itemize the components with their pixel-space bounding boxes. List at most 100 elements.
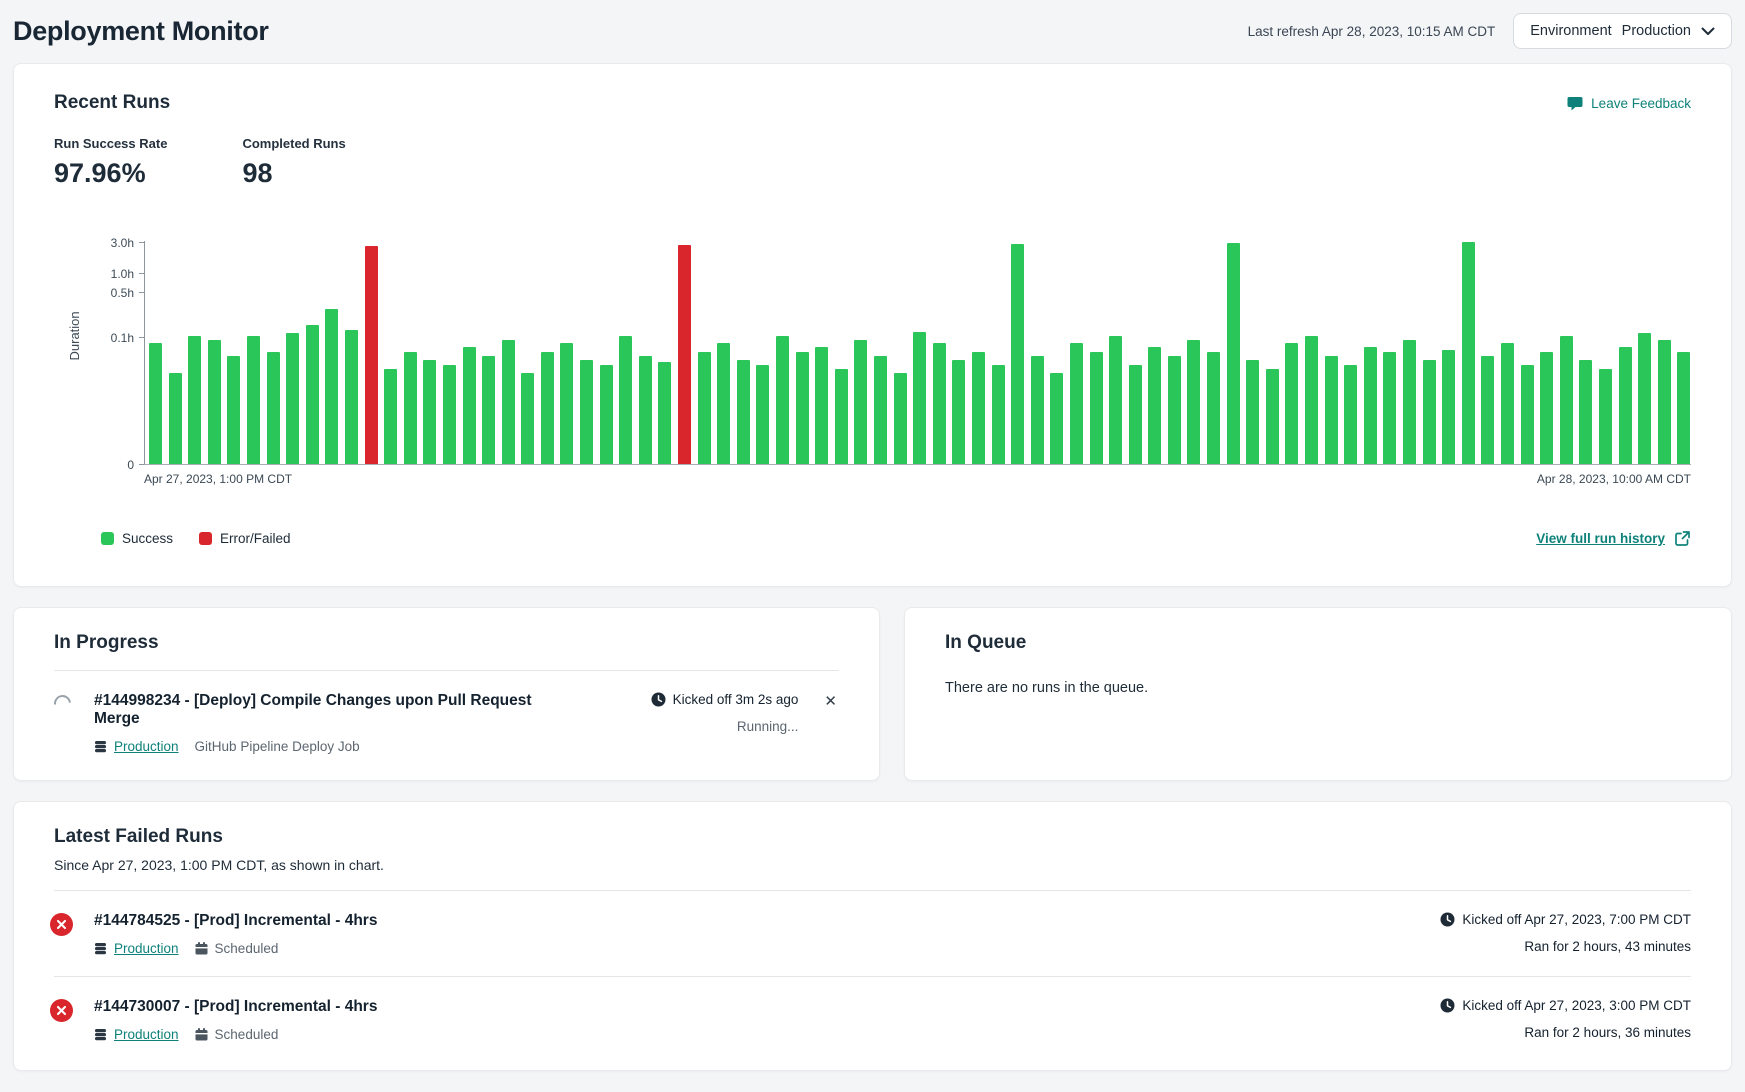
run-bar-success[interactable] xyxy=(796,352,809,464)
run-bar-success[interactable] xyxy=(717,343,730,464)
run-bar-success[interactable] xyxy=(1207,352,1220,464)
run-bar-success[interactable] xyxy=(992,365,1005,464)
run-bar-success[interactable] xyxy=(1050,373,1063,464)
run-bar-failed[interactable] xyxy=(678,245,691,464)
run-bar-success[interactable] xyxy=(345,330,358,464)
run-status-text: Running... xyxy=(548,719,798,734)
run-bar-success[interactable] xyxy=(1677,352,1690,464)
run-bar-success[interactable] xyxy=(1462,242,1475,464)
run-bar-success[interactable] xyxy=(502,340,515,464)
run-bar-success[interactable] xyxy=(874,356,887,464)
run-bar-success[interactable] xyxy=(1521,365,1534,464)
run-bar-success[interactable] xyxy=(188,336,201,464)
run-bar-success[interactable] xyxy=(658,362,671,464)
run-bar-success[interactable] xyxy=(600,365,613,464)
run-bar-success[interactable] xyxy=(286,333,299,464)
run-bar-success[interactable] xyxy=(325,309,338,464)
legend-item-failed: Error/Failed xyxy=(199,531,291,546)
run-bar-success[interactable] xyxy=(1305,336,1318,464)
run-bar-success[interactable] xyxy=(1187,340,1200,464)
run-bar-success[interactable] xyxy=(1560,336,1573,464)
run-bar-success[interactable] xyxy=(1168,356,1181,464)
run-bar-success[interactable] xyxy=(1579,360,1592,464)
run-bar-success[interactable] xyxy=(1638,333,1651,464)
run-bar-success[interactable] xyxy=(952,360,965,464)
run-bar-success[interactable] xyxy=(1011,244,1024,464)
view-full-run-history-link[interactable]: View full run history xyxy=(1536,530,1691,547)
run-bar-success[interactable] xyxy=(1442,350,1455,464)
running-spinner-icon xyxy=(51,692,75,716)
run-bar-success[interactable] xyxy=(913,332,926,464)
dismiss-run-button[interactable]: ✕ xyxy=(822,692,839,711)
run-bar-success[interactable] xyxy=(423,360,436,464)
legend-item-success: Success xyxy=(101,531,173,546)
run-bar-success[interactable] xyxy=(1619,347,1632,464)
run-bar-success[interactable] xyxy=(1148,347,1161,464)
run-bar-success[interactable] xyxy=(737,360,750,464)
environment-tag: Production xyxy=(94,941,179,956)
run-bar-success[interactable] xyxy=(1227,243,1240,464)
run-bar-success[interactable] xyxy=(1344,365,1357,464)
run-bar-success[interactable] xyxy=(1285,343,1298,464)
run-bar-success[interactable] xyxy=(580,360,593,464)
run-bar-success[interactable] xyxy=(933,343,946,464)
run-bar-success[interactable] xyxy=(1031,356,1044,464)
production-env-link[interactable]: Production xyxy=(114,739,179,754)
run-bar-success[interactable] xyxy=(463,347,476,464)
production-env-link[interactable]: Production xyxy=(114,941,179,956)
run-bar-success[interactable] xyxy=(208,340,221,464)
run-bar-success[interactable] xyxy=(1481,356,1494,464)
production-env-link[interactable]: Production xyxy=(114,1027,179,1042)
run-bar-success[interactable] xyxy=(972,352,985,464)
run-bar-success[interactable] xyxy=(1246,360,1259,464)
run-bar-success[interactable] xyxy=(404,352,417,464)
speech-bubble-icon xyxy=(1567,96,1583,111)
run-bar-success[interactable] xyxy=(1266,369,1279,464)
run-bar-success[interactable] xyxy=(169,373,182,464)
run-bar-success[interactable] xyxy=(521,373,534,464)
run-bar-success[interactable] xyxy=(835,369,848,464)
run-bar-success[interactable] xyxy=(384,369,397,464)
run-bar-success[interactable] xyxy=(560,343,573,464)
run-bar-success[interactable] xyxy=(1540,352,1553,464)
run-bar-success[interactable] xyxy=(1423,360,1436,464)
run-bar-success[interactable] xyxy=(1599,369,1612,464)
run-bar-success[interactable] xyxy=(1070,343,1083,464)
run-bar-success[interactable] xyxy=(482,356,495,464)
run-bar-success[interactable] xyxy=(541,352,554,464)
run-bar-success[interactable] xyxy=(1364,347,1377,464)
run-bar-success[interactable] xyxy=(247,336,260,464)
run-bar-success[interactable] xyxy=(639,356,652,464)
database-icon xyxy=(94,740,107,753)
run-bar-success[interactable] xyxy=(149,343,162,464)
in-progress-card: In Progress #144998234 - [Deploy] Compil… xyxy=(13,607,880,781)
run-bar-success[interactable] xyxy=(756,365,769,464)
run-bar-success[interactable] xyxy=(698,352,711,464)
run-bar-success[interactable] xyxy=(267,352,280,464)
trigger-label: Scheduled xyxy=(215,941,279,956)
leave-feedback-link[interactable]: Leave Feedback xyxy=(1567,96,1691,111)
view-history-label: View full run history xyxy=(1536,531,1665,546)
run-bar-success[interactable] xyxy=(443,365,456,464)
run-bar-success[interactable] xyxy=(1403,340,1416,464)
run-bar-success[interactable] xyxy=(1501,343,1514,464)
legend-swatch-failed xyxy=(199,532,212,545)
run-bar-success[interactable] xyxy=(1129,365,1142,464)
run-bar-success[interactable] xyxy=(776,336,789,464)
run-bar-success[interactable] xyxy=(1109,336,1122,464)
run-bar-success[interactable] xyxy=(619,336,632,464)
run-bar-success[interactable] xyxy=(227,356,240,464)
kicked-off-text: Kicked off 3m 2s ago xyxy=(548,692,798,707)
run-bar-success[interactable] xyxy=(1658,340,1671,464)
run-bar-success[interactable] xyxy=(894,373,907,464)
run-bar-success[interactable] xyxy=(815,347,828,464)
run-bar-success[interactable] xyxy=(1325,356,1338,464)
run-bar-failed[interactable] xyxy=(365,246,378,464)
run-bar-success[interactable] xyxy=(306,325,319,464)
job-name: GitHub Pipeline Deploy Job xyxy=(195,739,360,754)
run-bar-success[interactable] xyxy=(1383,352,1396,464)
environment-dropdown[interactable]: Environment Production xyxy=(1513,13,1732,49)
run-bar-success[interactable] xyxy=(854,340,867,464)
run-bar-success[interactable] xyxy=(1090,352,1103,464)
environment-label: Environment xyxy=(1530,23,1611,39)
